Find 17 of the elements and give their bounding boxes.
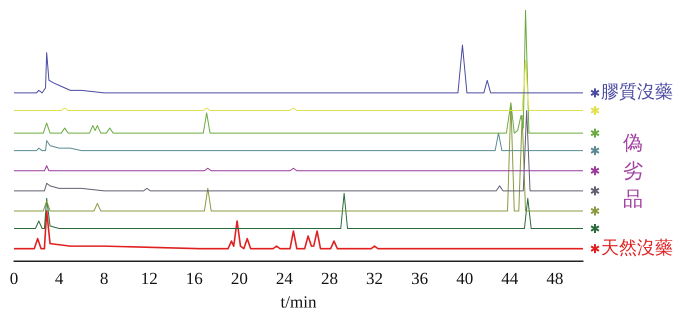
x-tick-label: 44: [501, 268, 519, 288]
x-tick-label: 28: [320, 268, 338, 288]
legend-label: 膠質沒藥: [601, 82, 673, 102]
x-tick-label: 36: [411, 268, 428, 288]
x-tick-label: 8: [100, 268, 108, 288]
x-tick-label: 0: [10, 268, 18, 288]
text: 偽劣品: [623, 132, 643, 210]
x-tick-label: 12: [140, 268, 158, 288]
legend-label: 天然沒藥: [601, 237, 673, 258]
x-tick-label: 32: [366, 268, 384, 288]
x-tick-label: 24: [276, 268, 294, 288]
x-axis-title: t/min: [280, 292, 317, 312]
x-tick-label: 4: [54, 268, 64, 288]
x-tick-label: 20: [230, 268, 248, 288]
x-tick-label: 16: [186, 268, 203, 288]
x-tick-label: 40: [456, 268, 474, 288]
x-tick-label: 48: [546, 268, 564, 288]
